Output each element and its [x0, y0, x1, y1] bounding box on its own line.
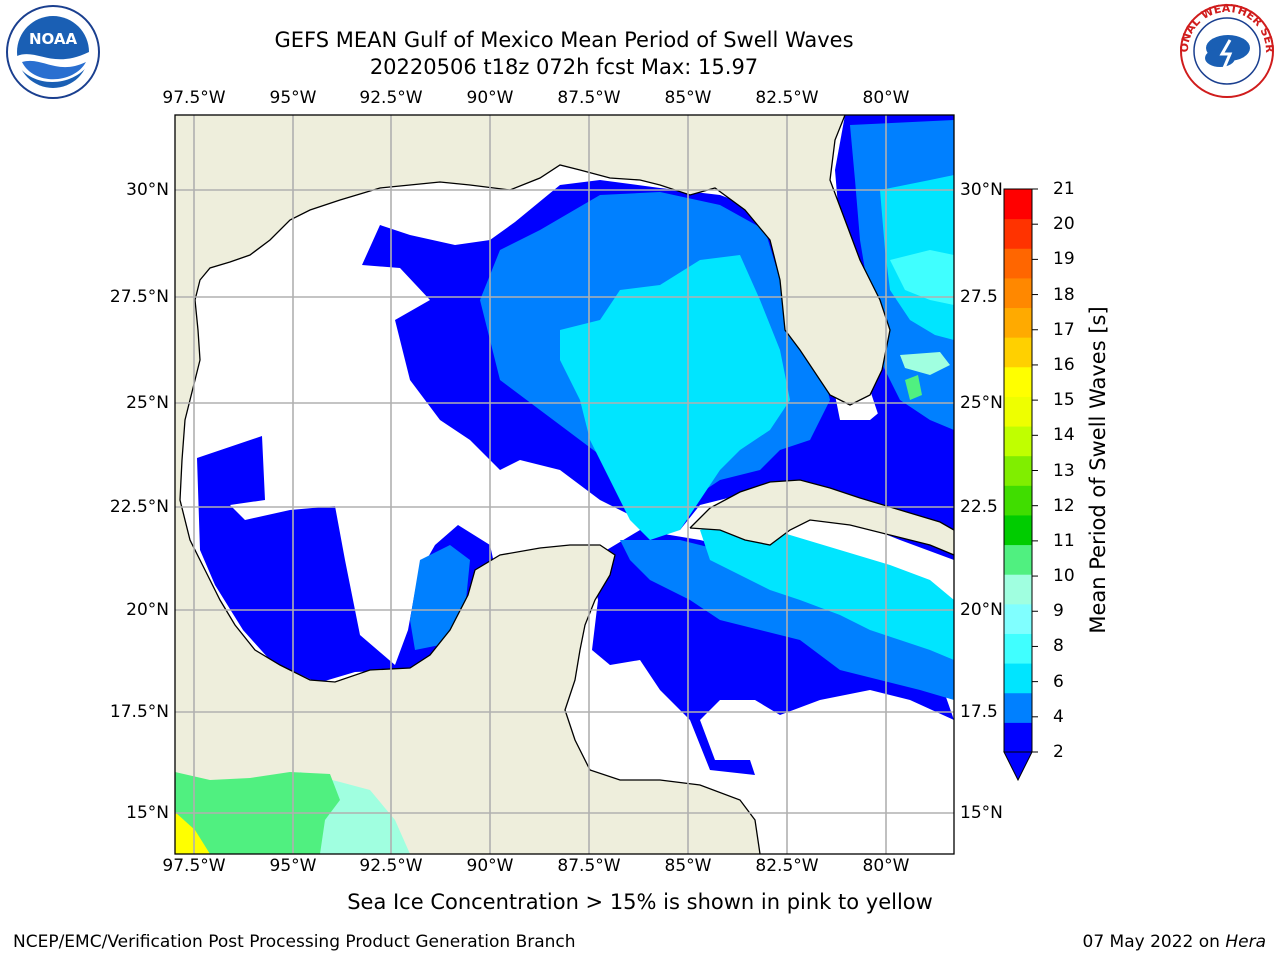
colorbar-title: Mean Period of Swell Waves [s] — [1086, 306, 1110, 634]
colorbar-segment — [1004, 692, 1032, 723]
colorbar-segment — [1004, 574, 1032, 605]
swell-region-6s-gulf — [560, 255, 790, 540]
lon-label-top: 82.5°W — [755, 88, 819, 108]
noaa-logo: NOAA — [6, 5, 100, 99]
lat-label-left: 25°N — [126, 393, 169, 413]
colorbar — [1003, 188, 1038, 782]
lon-label-top: 97.5°W — [162, 88, 226, 108]
colorbar-segment — [1004, 544, 1032, 575]
colorbar-tick-label: 17 — [1053, 319, 1075, 340]
lon-label-bottom: 85°W — [664, 856, 712, 876]
coastline-cuba — [689, 479, 954, 556]
lon-label-bottom: 87.5°W — [557, 856, 621, 876]
swell-region-8s-atlantic — [890, 250, 954, 305]
colorbar-segment — [1004, 722, 1032, 753]
lat-label-left: 22.5°N — [109, 497, 169, 517]
lon-label-bottom: 95°W — [269, 856, 317, 876]
lon-label-top: 90°W — [466, 88, 514, 108]
colorbar-segment — [1004, 218, 1032, 249]
colorbar-extend-arrow — [1003, 751, 1033, 782]
colorbar-tick-label: 21 — [1053, 179, 1075, 199]
lat-label-right: 25°N — [960, 393, 1003, 413]
lon-label-bottom: 80°W — [862, 856, 910, 876]
credit-line: NCEP/EMC/Verification Post Processing Pr… — [13, 932, 576, 952]
colorbar-tick-label: 12 — [1053, 495, 1075, 516]
noaa-logo-text: NOAA — [29, 30, 78, 48]
colorbar-tick-label: 6 — [1053, 671, 1064, 692]
map-gridlines — [175, 115, 954, 854]
colorbar-segment — [1004, 485, 1032, 516]
date-text: 07 May 2022 on — [1082, 932, 1226, 952]
chart-title: GEFS MEAN Gulf of Mexico Mean Period of … — [274, 28, 854, 52]
lat-label-left: 27.5°N — [109, 287, 169, 307]
colorbar-tick-label: 18 — [1053, 284, 1075, 305]
lat-label-right: 15°N — [960, 803, 1003, 823]
chart-subtitle: 20220506 t18z 072h fcst Max: 15.97 — [369, 55, 759, 79]
colorbar-segment — [1004, 277, 1032, 309]
colorbar-segment — [1004, 426, 1032, 457]
lat-label-left: 15°N — [126, 803, 169, 823]
sea-ice-footnote: Sea Ice Concentration > 15% is shown in … — [347, 890, 933, 914]
colorbar-segment — [1004, 633, 1032, 664]
colorbar-tick-label: 19 — [1053, 249, 1075, 270]
colorbar-segment — [1004, 663, 1032, 694]
lon-label-bottom: 90°W — [466, 856, 514, 876]
colorbar-tick-label: 11 — [1053, 530, 1075, 551]
map-frame — [174, 114, 955, 855]
lat-label-left: 20°N — [126, 600, 169, 620]
colorbar-tick-label: 16 — [1053, 354, 1075, 375]
colorbar-segment — [1004, 248, 1032, 279]
colorbar-tick-label: 10 — [1053, 566, 1075, 587]
lat-label-right: 27.5 — [960, 287, 998, 307]
swell-region-6s-caribbean — [700, 520, 954, 660]
swell-region-12s-pacific — [175, 812, 210, 854]
lon-label-bottom: 97.5°W — [162, 856, 226, 876]
colorbar-segment — [1004, 514, 1032, 546]
colorbar-segment — [1004, 455, 1032, 486]
nws-logo: NATIONAL WEATHER SERVICE — [1176, 2, 1276, 98]
colorbar-segment — [1004, 307, 1032, 338]
colorbar-tick-label: 13 — [1053, 460, 1075, 481]
swell-region-9s-atlantic — [900, 352, 950, 375]
colorbar-segment — [1004, 603, 1032, 634]
lon-label-top: 85°W — [664, 88, 712, 108]
colorbar-segment — [1004, 396, 1032, 427]
lon-label-top: 92.5°W — [359, 88, 423, 108]
land-cuba — [690, 480, 954, 555]
colorbar-tick-label: 15 — [1053, 390, 1075, 411]
lat-label-left: 30°N — [126, 180, 169, 200]
colorbar-segment — [1004, 337, 1032, 368]
lat-label-right: 22.5 — [960, 497, 998, 517]
lon-label-top: 80°W — [862, 88, 910, 108]
colorbar-tick-label: 20 — [1053, 214, 1075, 235]
lat-label-left: 17.5°N — [109, 702, 169, 722]
colorbar-tick-label: 4 — [1053, 706, 1064, 727]
lon-label-bottom: 92.5°W — [359, 856, 423, 876]
host-name: Hera — [1225, 932, 1266, 952]
colorbar-segment — [1004, 189, 1032, 220]
lon-label-top: 95°W — [269, 88, 317, 108]
lon-label-bottom: 82.5°W — [755, 856, 819, 876]
colorbar-tick-label: 2 — [1053, 742, 1064, 762]
lat-label-right: 17.5 — [960, 702, 998, 722]
lon-label-top: 87.5°W — [557, 88, 621, 108]
swell-region-10s-atlantic — [905, 375, 922, 400]
colorbar-tick-label: 8 — [1053, 636, 1064, 657]
colorbar-tick-label: 14 — [1053, 425, 1075, 446]
colorbar-tick-label: 9 — [1053, 601, 1064, 622]
lat-label-right: 30°N — [960, 180, 1003, 200]
generation-date: 07 May 2022 on Hera — [1083, 932, 1267, 952]
colorbar-segment — [1004, 366, 1032, 397]
lat-label-right: 20°N — [960, 600, 1003, 620]
